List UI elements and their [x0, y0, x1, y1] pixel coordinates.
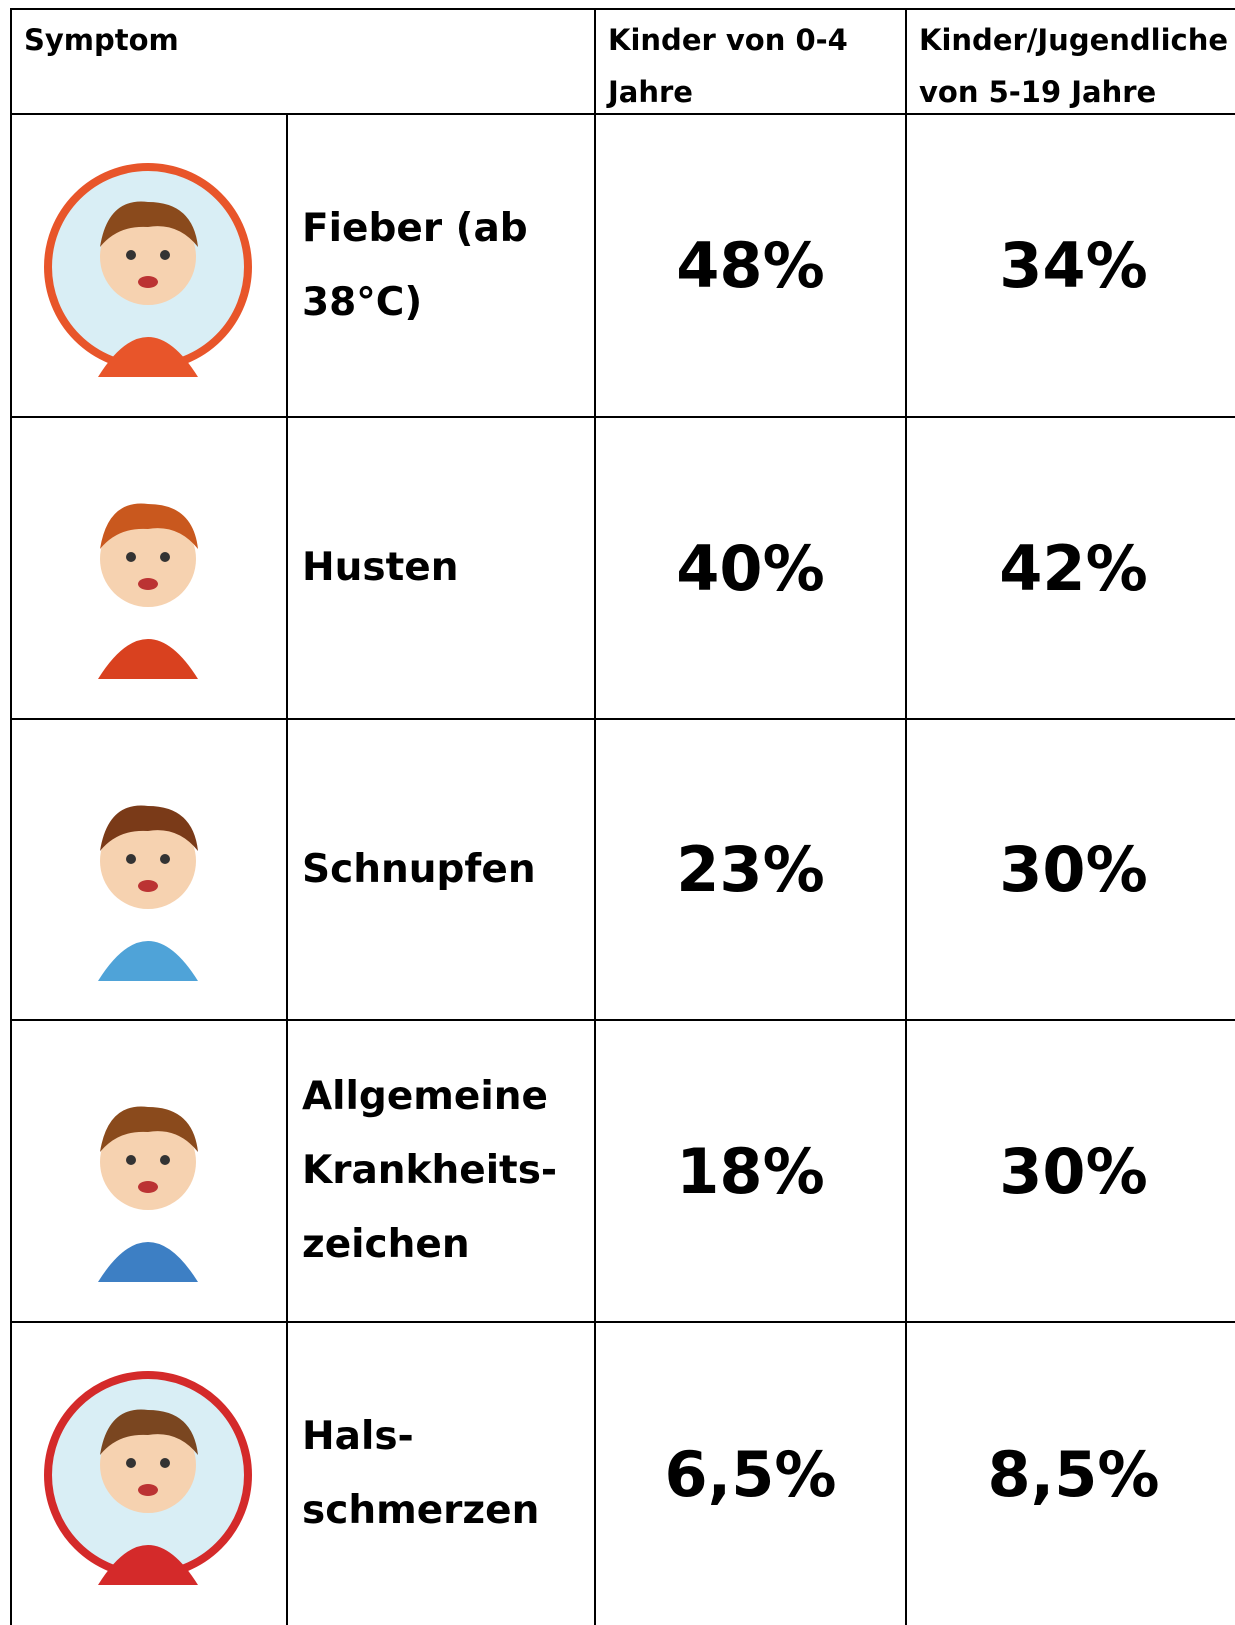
- value-5-19: 30%: [999, 833, 1147, 906]
- value-cell: 40%: [594, 416, 905, 718]
- value-5-19: 42%: [999, 532, 1147, 605]
- icon-cell: [10, 1321, 286, 1625]
- page: SymptomKinder von 0-4 JahreKinder/Jugend…: [0, 0, 1235, 1618]
- symptom-text: schmerzen: [302, 1474, 594, 1548]
- illustration: [28, 449, 268, 689]
- value-0-4: 40%: [676, 532, 824, 605]
- value-cell: 34%: [905, 113, 1235, 416]
- symptom-cell: Hals-schmerzen: [286, 1321, 594, 1625]
- symptom-text: zeichen: [302, 1208, 594, 1282]
- symptom-text: Krankheits-: [302, 1134, 594, 1208]
- symptom-cell: Husten: [286, 416, 594, 718]
- symptom-cell: Schnupfen: [286, 718, 594, 1019]
- value-cell: 8,5%: [905, 1321, 1235, 1625]
- value-cell: 23%: [594, 718, 905, 1019]
- value-5-19: 8,5%: [988, 1438, 1160, 1511]
- illustration: [28, 147, 268, 387]
- illustration: [28, 1355, 268, 1595]
- header-cell: Kinder von 0-4 Jahre: [594, 8, 905, 113]
- icon-cell: [10, 718, 286, 1019]
- value-cell: 18%: [594, 1019, 905, 1321]
- symptom-text: Allgemeine: [302, 1060, 594, 1134]
- symptom-text: Schnupfen: [302, 833, 594, 907]
- header-cell: Kinder/Jugendliche von 5-19 Jahre: [905, 8, 1235, 113]
- value-cell: 30%: [905, 718, 1235, 1019]
- value-cell: 6,5%: [594, 1321, 905, 1625]
- icon-cell: [10, 1019, 286, 1321]
- symptom-text: 38°C): [302, 266, 594, 340]
- value-0-4: 23%: [676, 833, 824, 906]
- header-cell: Symptom: [10, 8, 594, 113]
- value-0-4: 6,5%: [665, 1438, 837, 1511]
- header-text: Symptom: [24, 14, 582, 66]
- symptom-text: Fieber (ab: [302, 192, 594, 266]
- header-text: Kinder von 0-4 Jahre: [608, 14, 893, 118]
- illustration: [28, 751, 268, 991]
- illustration: [28, 1052, 268, 1292]
- value-0-4: 48%: [676, 229, 824, 302]
- value-0-4: 18%: [676, 1135, 824, 1208]
- value-5-19: 34%: [999, 229, 1147, 302]
- value-5-19: 30%: [999, 1135, 1147, 1208]
- symptom-text: Hals-: [302, 1400, 594, 1474]
- value-cell: 30%: [905, 1019, 1235, 1321]
- header-text: Kinder/Jugendliche von 5-19 Jahre: [919, 14, 1228, 118]
- icon-cell: [10, 113, 286, 416]
- value-cell: 48%: [594, 113, 905, 416]
- symptom-text: Husten: [302, 531, 594, 605]
- icon-cell: [10, 416, 286, 718]
- value-cell: 42%: [905, 416, 1235, 718]
